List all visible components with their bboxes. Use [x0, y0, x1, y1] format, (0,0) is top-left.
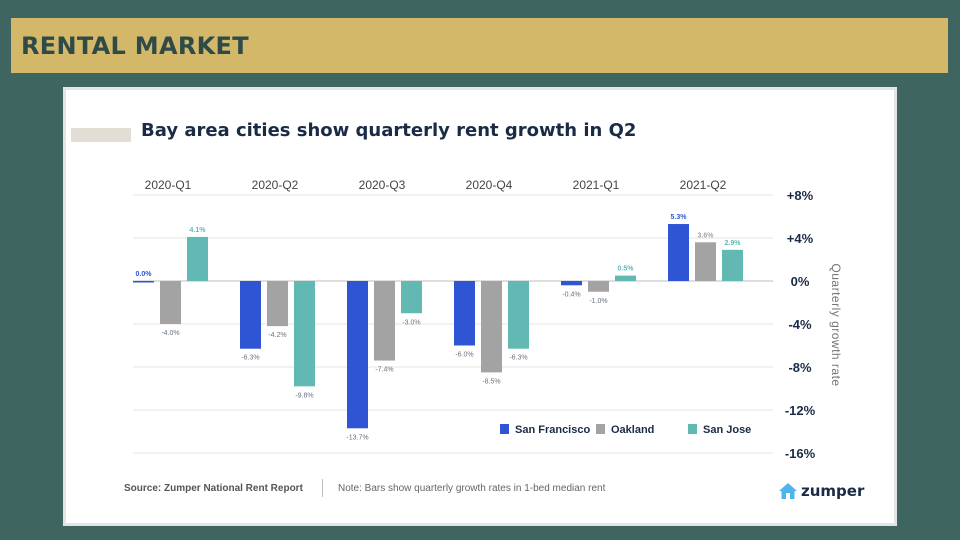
chart-card: Bay area cities show quarterly rent grow… [63, 87, 897, 526]
data-label: -3.0% [402, 319, 420, 326]
data-label: -7.4% [375, 367, 393, 374]
slide-title-banner: RENTAL MARKET [11, 18, 948, 73]
legend-swatch [596, 424, 605, 434]
bar-san-francisco [133, 281, 154, 283]
category-label: 2020-Q3 [359, 178, 406, 192]
legend-swatch [500, 424, 509, 434]
data-label: -9.8% [295, 392, 313, 399]
category-label: 2020-Q1 [145, 178, 192, 192]
legend-swatch [688, 424, 697, 434]
footer-divider [322, 479, 323, 497]
data-label: 0.0% [136, 271, 153, 278]
bar-san-francisco [240, 281, 261, 349]
bar-san-jose [294, 281, 315, 387]
bar-oakland [695, 242, 716, 281]
source-text: Source: Zumper National Rent Report [124, 483, 303, 494]
legend-label: San Francisco [515, 424, 590, 436]
bar-chart: +8% +4% 0% -4% -8% -12% -16% Quarterly growth r… [133, 178, 843, 461]
y-tick-label: +4% [787, 231, 814, 246]
data-label: 2.9% [725, 240, 742, 247]
brand-name: zumper [801, 482, 865, 500]
data-label: -4.2% [268, 332, 286, 339]
data-label: -6.3% [509, 355, 527, 362]
title-accent-bar [71, 128, 131, 142]
bar-oakland [374, 281, 395, 361]
bar-san-francisco [454, 281, 475, 346]
slide-title: RENTAL MARKET [21, 31, 249, 60]
house-logo-icon [779, 483, 797, 499]
data-label: 5.3% [671, 214, 688, 221]
bar-san-jose [187, 236, 208, 281]
bar-san-francisco [347, 281, 368, 429]
y-axis-title: Quarterly growth rate [829, 263, 843, 386]
data-label: -4.0% [161, 330, 179, 337]
data-label: 0.5% [618, 266, 635, 273]
bar-oakland [267, 281, 288, 327]
category-label: 2021-Q1 [573, 178, 620, 192]
data-label: -8.5% [482, 378, 500, 385]
bar-san-francisco [561, 281, 582, 286]
brand-logo: zumper [778, 482, 864, 500]
bar-san-jose [508, 281, 529, 349]
legend-label: Oakland [611, 424, 654, 436]
data-label: 4.1% [190, 227, 207, 234]
y-tick-label: -8% [788, 360, 812, 375]
data-label: -0.4% [562, 291, 580, 298]
bar-san-jose [722, 249, 743, 281]
bar-san-francisco [668, 224, 689, 281]
bar-oakland [588, 281, 609, 292]
y-tick-label: -12% [785, 403, 816, 418]
y-tick-label: 0% [791, 274, 810, 289]
bar-oakland [481, 281, 502, 373]
data-label: -6.0% [455, 352, 473, 359]
bar-oakland [160, 281, 181, 324]
category-label: 2020-Q4 [466, 178, 513, 192]
data-label: -6.3% [241, 355, 259, 362]
note-text: Note: Bars show quarterly growth rates i… [338, 483, 606, 494]
data-label: -13.7% [346, 434, 368, 441]
legend-label: San Jose [703, 424, 751, 436]
chart-title: Bay area cities show quarterly rent grow… [141, 120, 637, 141]
category-label: 2020-Q2 [252, 178, 299, 192]
y-tick-label: +8% [787, 188, 814, 203]
bar-san-jose [615, 275, 636, 281]
y-tick-label: -16% [785, 446, 816, 461]
data-label: 3.6% [698, 232, 715, 239]
data-label: -1.0% [589, 298, 607, 305]
y-tick-label: -4% [788, 317, 812, 332]
bar-san-jose [401, 281, 422, 314]
category-label: 2021-Q2 [680, 178, 727, 192]
